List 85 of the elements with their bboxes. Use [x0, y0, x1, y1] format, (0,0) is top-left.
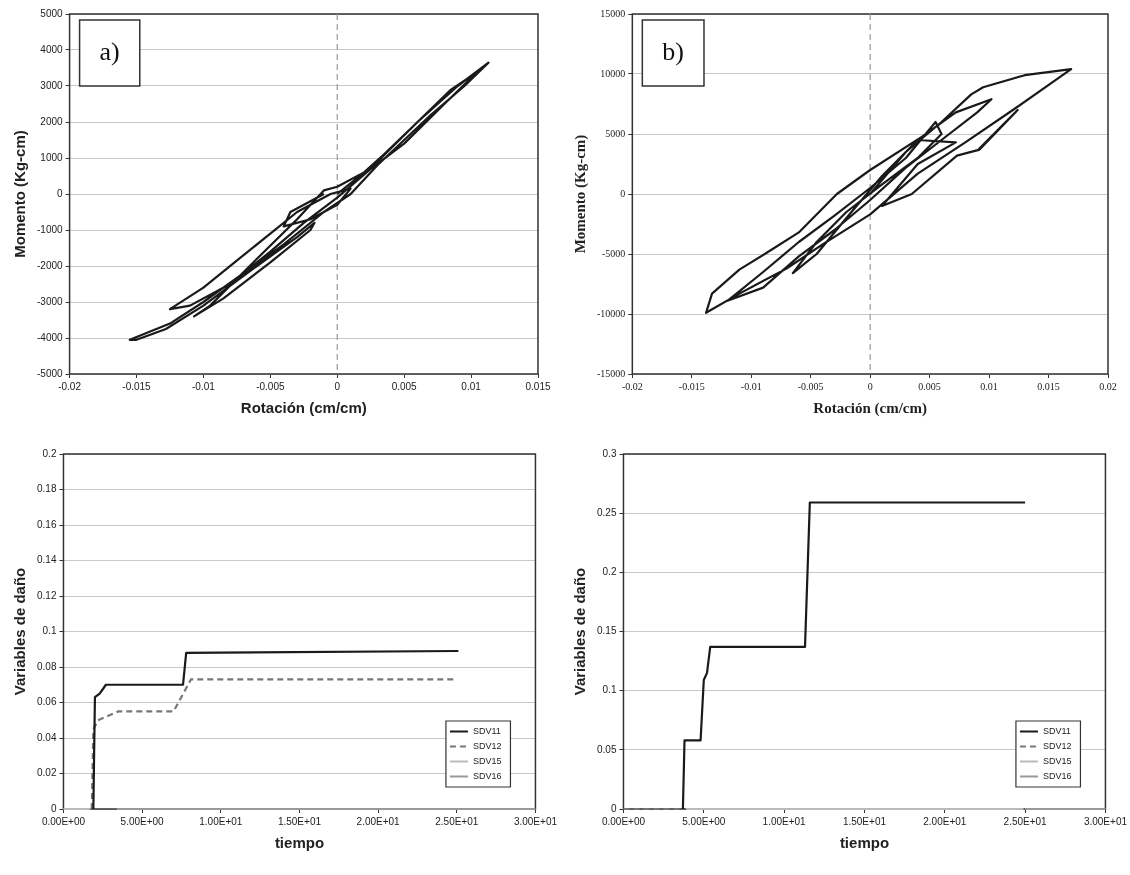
y-tick-label: 0: [57, 187, 64, 199]
x-tick-label: 5.00E+00: [120, 815, 165, 827]
x-tick-label: 0: [867, 380, 873, 392]
x-tick-label: 3.00E+01: [1083, 815, 1128, 827]
x-axis-title: tiempo: [839, 834, 890, 852]
x-tick-label: -0.015: [122, 380, 152, 392]
x-tick-label: -0.01: [740, 380, 762, 392]
y-axis-title: Momento (Kg-cm): [11, 130, 29, 258]
x-tick-label: 3.00E+01: [513, 815, 558, 827]
legend-label: SDV12: [472, 740, 502, 751]
x-tick-label: -0.02: [621, 380, 643, 392]
y-tick-label: 0: [610, 802, 617, 814]
x-tick-label: 0.01: [461, 380, 482, 392]
y-tick-label: 0.14: [36, 554, 57, 566]
x-tick-label: -0.01: [192, 380, 216, 392]
y-tick-label: 0.18: [36, 483, 57, 495]
x-tick-label: 0.005: [918, 380, 941, 392]
legend-label: SDV12: [1042, 740, 1072, 751]
y-tick-label: 0.16: [36, 518, 57, 530]
x-axis-title: Rotación (cm/cm): [240, 399, 367, 417]
x-tick-label: 0.00E+00: [601, 815, 646, 827]
y-tick-label: 0.3: [602, 447, 617, 459]
y-tick-label: 0.2: [602, 566, 617, 578]
y-tick-label: -15000: [596, 367, 626, 379]
x-tick-label: 1.00E+01: [762, 815, 807, 827]
y-tick-label: 5000: [605, 127, 626, 139]
x-tick-label: 0: [334, 380, 341, 392]
y-tick-label: 15000: [600, 7, 626, 19]
y-tick-label: 0.06: [36, 696, 57, 708]
y-tick-label: -4000: [37, 331, 64, 343]
x-tick-label: 2.50E+01: [435, 815, 479, 827]
legend-label: SDV16: [472, 770, 502, 781]
y-tick-label: 3000: [40, 79, 64, 91]
y-tick-label: 0.04: [36, 731, 57, 743]
y-axis-title: Variables de daño: [571, 567, 589, 696]
y-tick-label: 0.15: [596, 625, 617, 637]
x-tick-label: 1.50E+01: [277, 815, 322, 827]
legend-label: SDV15: [1042, 755, 1072, 766]
x-axis-title: tiempo: [274, 834, 325, 852]
legend-label: SDV16: [1042, 770, 1072, 781]
x-tick-label: 1.50E+01: [842, 815, 887, 827]
x-tick-label: 2.00E+01: [356, 815, 401, 827]
y-tick-label: 0.08: [36, 660, 57, 672]
x-tick-label: 0.015: [1037, 380, 1060, 392]
legend-label: SDV11: [1042, 725, 1071, 736]
y-tick-label: 0.02: [36, 767, 57, 779]
y-tick-label: -10000: [596, 307, 626, 319]
x-tick-label: 1.00E+01: [199, 815, 243, 827]
y-tick-label: 1000: [40, 151, 64, 163]
y-tick-label: 4000: [40, 43, 64, 55]
y-tick-label: 0.12: [36, 589, 57, 601]
x-axis-title: Rotación (cm/cm): [813, 399, 928, 417]
y-tick-label: 5000: [40, 7, 64, 19]
y-tick-label: 0: [50, 802, 57, 814]
x-tick-label: -0.005: [797, 380, 824, 392]
y-tick-label: 0: [620, 187, 626, 199]
y-tick-label: 0.2: [42, 447, 57, 459]
x-tick-label: 0.01: [980, 380, 998, 392]
annotation: b): [662, 36, 684, 66]
x-tick-label: 5.00E+00: [682, 815, 726, 827]
y-tick-label: -3000: [37, 295, 64, 307]
y-axis-title: Variables de daño: [11, 567, 29, 696]
y-tick-label: 10000: [600, 67, 626, 79]
y-tick-label: 0.1: [602, 684, 617, 696]
x-tick-label: -0.015: [678, 380, 705, 392]
y-tick-label: 0.05: [596, 743, 617, 755]
annotation: a): [99, 36, 120, 66]
legend-label: SDV15: [472, 755, 502, 766]
y-tick-label: -1000: [37, 223, 64, 235]
x-tick-label: -0.02: [58, 380, 82, 392]
y-axis-title: Momento (Kg-cm): [571, 134, 589, 254]
x-tick-label: 2.00E+01: [923, 815, 967, 827]
y-tick-label: 0.1: [42, 625, 57, 637]
y-tick-label: -2000: [37, 259, 64, 271]
x-tick-label: 0.00E+00: [41, 815, 86, 827]
y-tick-label: 0.25: [596, 506, 617, 518]
y-tick-label: -5000: [601, 247, 626, 259]
x-tick-label: 2.50E+01: [1003, 815, 1048, 827]
y-tick-label: -5000: [37, 367, 64, 379]
x-tick-label: -0.005: [256, 380, 285, 392]
x-tick-label: 0.015: [525, 380, 551, 392]
x-tick-label: 0.02: [1099, 380, 1117, 392]
y-tick-label: 2000: [40, 115, 64, 127]
x-tick-label: 0.005: [391, 380, 418, 392]
legend-label: SDV11: [472, 725, 501, 736]
